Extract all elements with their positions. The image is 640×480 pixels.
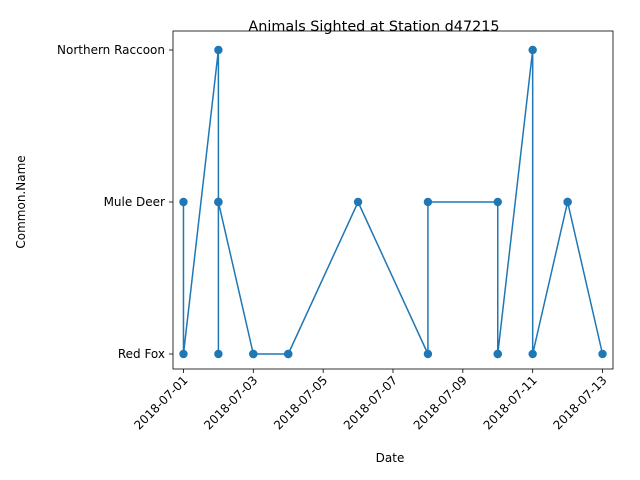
data-point: [214, 197, 223, 207]
chart-title: Animals Sighted at Station d47215: [248, 19, 499, 35]
data-point: [249, 349, 258, 359]
data-point: [214, 45, 223, 55]
data-point: [214, 349, 223, 359]
data-point: [528, 45, 537, 55]
y-axis: Red Fox Mule Deer Northern Raccoon: [57, 43, 173, 361]
data-point: [353, 197, 363, 207]
y-axis-label: Common.Name: [14, 155, 28, 248]
data-point: [179, 349, 188, 359]
data-point: [179, 197, 188, 207]
y-tick-label: Red Fox: [118, 347, 165, 361]
data-point: [423, 349, 433, 359]
data-point: [284, 349, 293, 359]
data-point: [563, 197, 572, 207]
data-point: [493, 197, 502, 207]
data-point: [598, 349, 607, 359]
x-axis-label: Date: [376, 451, 405, 465]
y-tick-label: Northern Raccoon: [57, 43, 165, 57]
data-point: [493, 349, 502, 359]
y-tick-label: Mule Deer: [104, 195, 165, 209]
plot-area: [179, 45, 607, 359]
data-point: [423, 197, 433, 207]
data-point: [528, 349, 537, 359]
